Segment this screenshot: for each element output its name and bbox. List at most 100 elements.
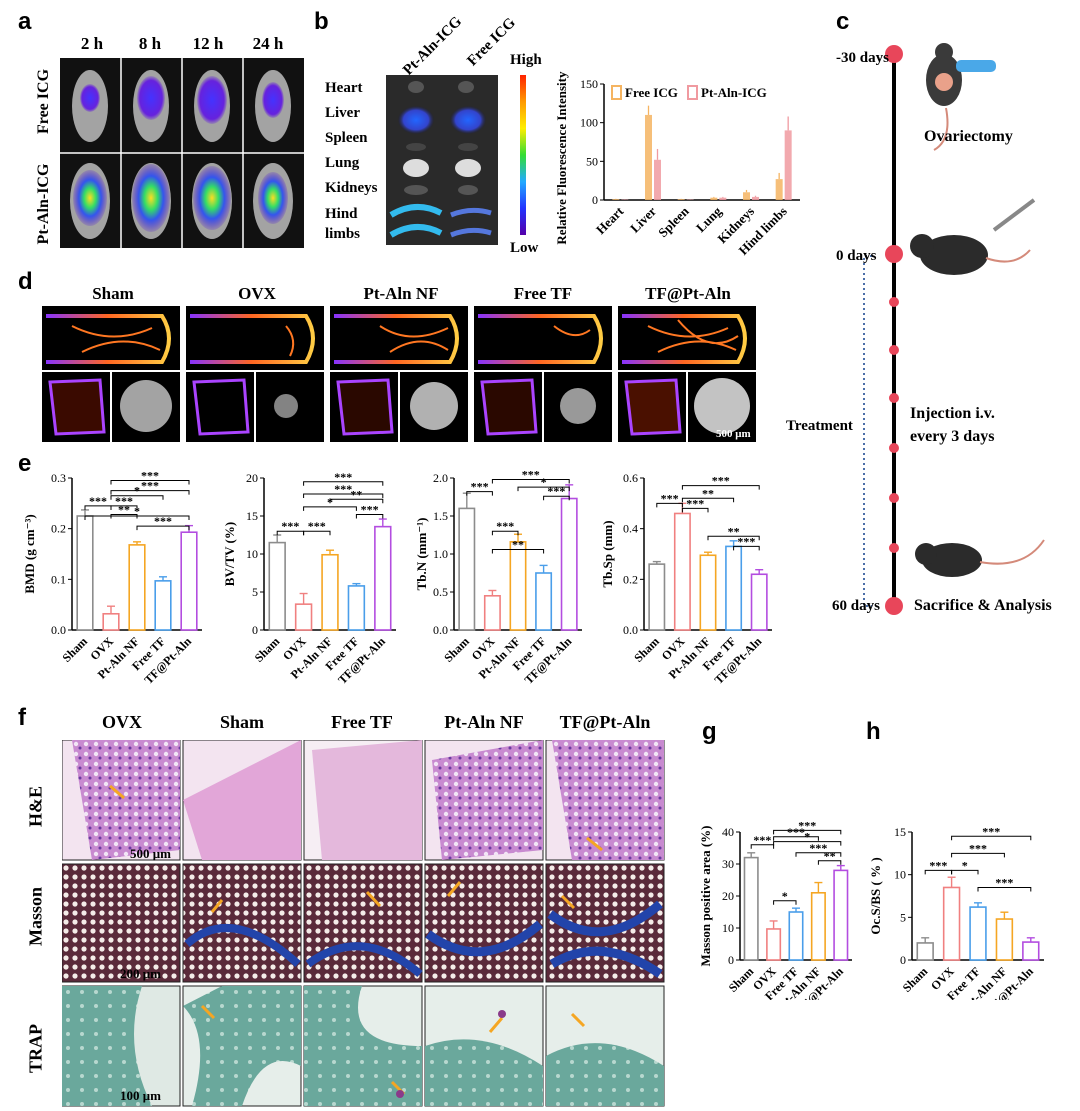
y-tick-label: 30 — [722, 857, 734, 871]
significance-label: * — [804, 830, 810, 844]
bar — [321, 553, 339, 631]
bar — [612, 199, 620, 200]
bar — [645, 114, 652, 200]
significance-label: * — [782, 889, 788, 903]
significance-label: *** — [809, 841, 827, 855]
mouse-imaging-grid — [60, 58, 304, 248]
organ-label: Heart — [325, 80, 363, 96]
significance-bracket — [303, 481, 384, 486]
significance-bracket — [110, 490, 190, 495]
y-tick-label: 10 — [246, 547, 258, 561]
mouse-illustration — [910, 198, 1036, 275]
y-tick-label: 0.0 — [623, 623, 638, 637]
y-tick-label: 0.6 — [623, 471, 638, 485]
bar — [560, 497, 578, 631]
panel-label-a: a — [18, 8, 32, 35]
significance-bracket — [303, 506, 357, 511]
event-injection: Injection i.v. — [910, 405, 995, 422]
bar — [102, 612, 120, 631]
organ-label: Hind limbs — [325, 206, 361, 242]
significance-label: *** — [737, 534, 755, 548]
bar — [648, 563, 666, 631]
bar — [719, 197, 727, 200]
scale-bar-masson: 200 μm — [120, 966, 161, 981]
scale-bar-he: 500 μm — [130, 846, 171, 861]
x-tick-label: Sham — [252, 634, 283, 665]
event-ovariectomy: Ovariectomy — [924, 128, 1013, 145]
significance-bracket — [681, 497, 735, 503]
bar — [294, 603, 313, 631]
scale-low-label: Low — [510, 240, 539, 256]
group-header: TF@Pt-Aln — [559, 712, 651, 732]
significance-label: *** — [712, 474, 730, 488]
bar — [833, 869, 849, 961]
y-tick-label: 1.0 — [433, 547, 448, 561]
significance-label: *** — [141, 469, 159, 483]
significance-label: *** — [115, 494, 133, 508]
y-tick-label: 50 — [586, 154, 598, 168]
y-tick-label: 0.0 — [51, 623, 66, 637]
y-tick-label: 0.0 — [433, 623, 448, 637]
y-tick-label: 15 — [246, 509, 258, 523]
bar — [969, 906, 987, 961]
timeline-dot — [885, 245, 903, 263]
x-tick-label: Sham — [59, 634, 90, 665]
bar — [673, 512, 691, 631]
bar — [458, 507, 476, 631]
col-header-ptaln-icg: Pt-Aln-ICG — [400, 13, 466, 79]
histology-grid — [62, 740, 665, 1107]
timeline-dot — [889, 443, 899, 453]
significance-bracket — [491, 548, 545, 554]
significance-label: *** — [969, 841, 987, 855]
significance-label: *** — [496, 519, 514, 533]
scale-bar-d: 500 μm — [716, 428, 751, 440]
significance-label: *** — [361, 502, 379, 516]
significance-label: *** — [471, 480, 489, 494]
group-header: Sham — [219, 712, 264, 732]
y-tick-label: 0.3 — [51, 471, 66, 485]
y-tick-label: 0.1 — [51, 572, 66, 586]
bar — [995, 918, 1014, 961]
row-label-ptaln-icg: Pt-Aln-ICG — [35, 163, 52, 245]
bar — [743, 192, 750, 200]
mouse-illustration — [926, 43, 996, 151]
organ-imaging — [386, 75, 498, 245]
panel-label-c: c — [836, 8, 850, 35]
significance-label: *** — [798, 818, 816, 832]
bar — [654, 159, 661, 200]
x-tick-label: Heart — [593, 203, 627, 237]
y-axis-label: BV/TV (%) — [222, 522, 237, 586]
significance-bracket — [110, 495, 164, 500]
y-axis-label: Tb.N (mm⁻¹) — [414, 518, 429, 591]
bar — [154, 580, 172, 631]
bar — [916, 942, 934, 961]
significance-label: * — [962, 858, 968, 872]
chart-e3: Tb.N (mm⁻¹)0.00.51.01.52.0ShamOVXPt-Aln … — [414, 468, 582, 687]
organ-label: Spleen — [325, 130, 368, 146]
x-tick-label: Spleen — [655, 203, 692, 240]
significance-bracket — [773, 829, 842, 835]
significance-bracket — [773, 900, 797, 905]
significance-bracket — [110, 480, 190, 485]
group-header: Free TF — [513, 284, 573, 303]
scale-high-label: High — [510, 52, 542, 68]
y-tick-label: 0.2 — [51, 522, 66, 536]
legend-swatch — [611, 85, 622, 100]
y-axis-label: Masson positive area (%) — [698, 826, 713, 967]
timeline-dot — [889, 345, 899, 355]
significance-label: *** — [334, 482, 352, 496]
significance-label: *** — [995, 875, 1013, 889]
timeline-dot — [885, 597, 903, 615]
significance-label: ** — [728, 524, 740, 538]
time-label: 8 h — [138, 34, 162, 53]
significance-bracket — [750, 844, 775, 849]
bar — [535, 572, 553, 631]
bar — [347, 585, 366, 631]
x-tick-label: Liver — [627, 203, 659, 235]
y-tick-label: 15 — [894, 825, 906, 839]
bar — [128, 544, 146, 631]
significance-label: *** — [661, 491, 679, 505]
bar — [725, 545, 743, 631]
